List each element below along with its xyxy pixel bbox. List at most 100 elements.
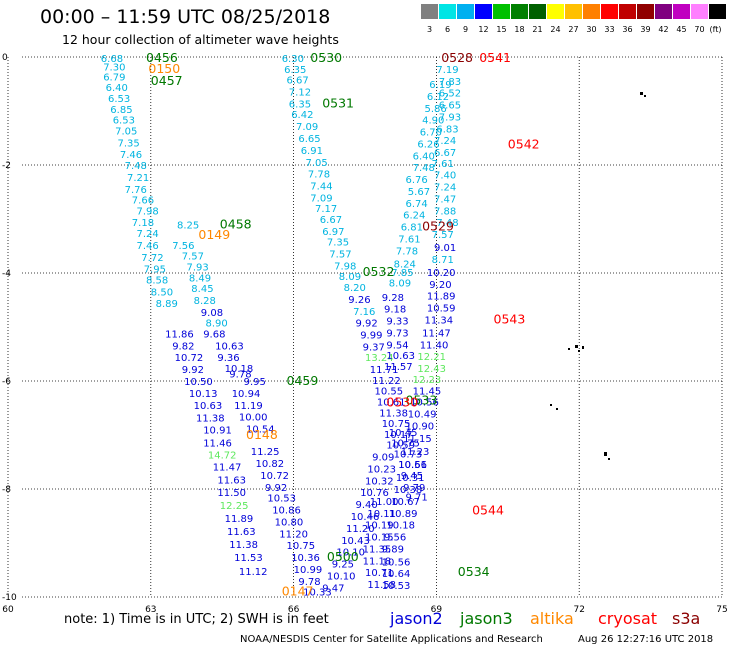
color-swatch — [547, 4, 564, 19]
longitude-label: 69 — [431, 605, 443, 615]
longitude-label: 63 — [145, 605, 156, 615]
wave-height-label: 11.89 — [225, 514, 254, 525]
latitude-label: 0 — [2, 53, 8, 63]
color-legend-label: 70 — [694, 25, 705, 34]
color-legend-label: 45 — [676, 25, 687, 34]
pass-time-label: 0149 — [198, 227, 230, 242]
wave-height-label: 10.36 — [291, 553, 320, 564]
wave-height-label: 10.63 — [194, 401, 223, 412]
wave-height-label: 8.09 — [339, 272, 361, 283]
wave-height-label: 7.61 — [398, 234, 420, 245]
wave-height-label: 10.55 — [375, 387, 404, 398]
wave-height-label: 9.26 — [348, 295, 370, 306]
pass-time-label: 0544 — [472, 503, 504, 518]
wave-height-label: 10.32 — [365, 476, 394, 487]
wave-height-label: 6.76 — [406, 175, 428, 186]
wave-height-label: 6.40 — [106, 83, 128, 94]
wave-height-label: 6.52 — [439, 89, 461, 100]
wave-height-label: 11.45 — [413, 387, 442, 398]
color-swatch — [457, 4, 474, 19]
wave-height-label: 10.59 — [386, 441, 415, 452]
wave-height-label: 8.50 — [151, 287, 173, 298]
wave-height-label: 6.26 — [417, 139, 439, 150]
color-swatch — [709, 4, 726, 19]
color-swatch — [655, 4, 672, 19]
color-legend-label: 30 — [586, 25, 597, 34]
color-swatch — [475, 4, 492, 19]
wave-height-label: 11.63 — [227, 527, 256, 538]
map-grid — [7, 56, 723, 598]
pass-time-label: 0530 — [310, 50, 342, 65]
wave-height-label: 11.34 — [425, 315, 454, 326]
wave-height-label: 7.83 — [439, 77, 461, 88]
wave-height-label: 6.40 — [413, 151, 435, 162]
wave-height-label: 11.22 — [372, 376, 401, 387]
wave-height-label: 7.76 — [125, 185, 147, 196]
color-legend-label: 15 — [496, 25, 507, 34]
wave-height-label: 7.46 — [120, 150, 142, 161]
pass-time-label: 0148 — [246, 427, 278, 442]
wave-height-label: 9.47 — [322, 583, 344, 594]
wave-height-label: 9.68 — [203, 330, 225, 341]
wave-height-label: 10.17 — [384, 430, 413, 441]
wave-height-label: 7.21 — [127, 173, 149, 184]
wave-height-label: 11.12 — [239, 567, 268, 578]
wave-height-label: 10.56 — [398, 460, 427, 471]
color-legend-label: 21 — [532, 25, 543, 34]
wave-height-label: 7.48 — [436, 218, 458, 229]
wave-height-label: 9.40 — [356, 500, 378, 511]
wave-height-label: 7.57 — [182, 252, 204, 263]
page-title: 00:00 – 11:59 UTC 08/25/2018 — [40, 6, 331, 28]
latitude-label: -8 — [2, 485, 11, 495]
wave-height-label: 6.19 — [429, 80, 451, 91]
wave-height-label: 11.23 — [401, 447, 430, 458]
latitude-label: -6 — [2, 377, 11, 387]
wave-height-label: 10.82 — [256, 459, 285, 470]
wave-height-label: 6.85 — [110, 105, 132, 116]
color-legend-label: 3 — [426, 25, 433, 34]
wave-height-label: 10.91 — [203, 426, 232, 437]
longitude-label: 60 — [2, 605, 14, 615]
pass-time-label: 0534 — [458, 564, 490, 579]
wave-height-label: 10.75 — [391, 439, 420, 450]
wave-height-label: 8.89 — [156, 299, 178, 310]
wave-height-label: 7.78 — [396, 246, 418, 257]
wave-height-label: 7.12 — [289, 88, 311, 99]
wave-height-label: 10.33 — [303, 588, 332, 599]
satellite-name-altika: altika — [530, 609, 574, 628]
wave-height-label: 11.86 — [165, 330, 194, 341]
wave-height-label: 9.92 — [356, 319, 378, 330]
wave-height-label: 8.90 — [206, 319, 228, 330]
wave-height-label: 9.73 — [386, 328, 408, 339]
wave-height-label: 9.37 — [363, 342, 385, 353]
wave-height-label: 8.20 — [344, 283, 366, 294]
wave-height-label: 10.61 — [377, 398, 406, 409]
wave-height-label: 10.63 — [215, 341, 244, 352]
wave-height-label: 9.79 — [403, 483, 425, 494]
wave-height-label: 7.56 — [172, 241, 194, 252]
wave-height-label: 7.35 — [118, 138, 140, 149]
wave-height-label: 6.70 — [420, 128, 442, 139]
wave-height-label: 10.53 — [382, 581, 411, 592]
color-legend-label: 42 — [658, 25, 669, 34]
color-swatch — [601, 4, 618, 19]
wave-height-label: 9.25 — [332, 560, 354, 571]
wave-height-label: 11.20 — [279, 529, 308, 540]
color-swatch — [421, 4, 438, 19]
wave-height-label: 7.24 — [434, 183, 456, 194]
pass-time-label: 0459 — [287, 373, 319, 388]
wave-height-label: 6.67 — [287, 76, 309, 87]
wave-height-label: 9.78 — [298, 577, 320, 588]
wave-height-label: 7.19 — [436, 65, 458, 76]
wave-height-label: 10.50 — [184, 377, 213, 388]
wave-height-label: 6.65 — [439, 101, 461, 112]
wave-height-label: 11.50 — [217, 488, 246, 499]
wave-height-label: 6.30 — [282, 54, 304, 65]
pass-time-label: 0147 — [282, 584, 314, 599]
wave-height-label: 11.25 — [251, 447, 280, 458]
wave-height-label: 10.23 — [367, 465, 396, 476]
satellite-name-cryosat: cryosat — [598, 609, 658, 628]
wave-height-label: 11.58 — [367, 580, 396, 591]
wave-height-label: 7.78 — [308, 170, 330, 181]
wave-height-label: 11.57 — [384, 362, 413, 373]
